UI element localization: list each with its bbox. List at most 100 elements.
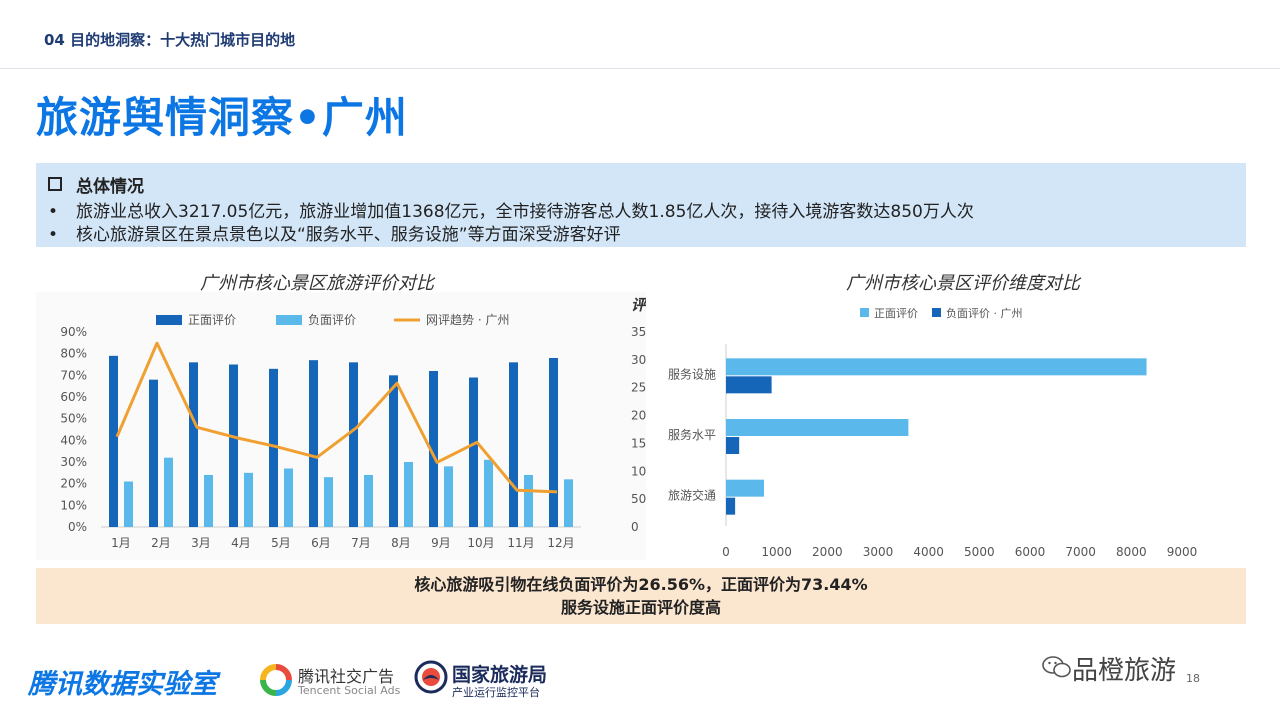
- y2-tick-label: 1000: [631, 464, 646, 478]
- monthly-review-chart: 0% 10% 20% 30% 40% 50% 60% 70% 80% 90% 0 500 1000 150…: [36, 292, 646, 560]
- y-tick-label: 80%: [60, 347, 87, 361]
- x-tick-label: 1月: [111, 536, 131, 550]
- y-tick-label: 60%: [60, 390, 87, 404]
- bar: [524, 475, 533, 527]
- legend-label: 正面评价: [874, 307, 918, 320]
- page-number: 18: [1186, 672, 1200, 685]
- bar: [109, 355, 118, 527]
- section-label: 04 目的地洞察：十大热门城市目的地: [44, 31, 296, 49]
- bar: [469, 377, 478, 527]
- legend-label: 正面评价: [188, 313, 236, 327]
- x-tick-label: 5000: [964, 545, 995, 559]
- legend-label: 网评趋势 · 广州: [426, 313, 509, 327]
- bar: [269, 368, 278, 527]
- bar: [229, 364, 238, 527]
- x-tick-label: 8000: [1116, 545, 1147, 559]
- x-tick-label: 4月: [231, 536, 251, 550]
- tencent-ads-subtitle: Tencent Social Ads: [298, 684, 401, 697]
- x-tick-label: 6000: [1015, 545, 1046, 559]
- bar: [284, 468, 293, 527]
- page-title: 旅游舆情洞察•广州: [36, 93, 408, 142]
- bar: [726, 376, 772, 394]
- x-tick-label: 7000: [1065, 545, 1096, 559]
- bar: [149, 379, 158, 527]
- category-label: 旅游交通: [668, 488, 716, 503]
- right-chart-title: 广州市核心景区评价维度对比: [846, 273, 1080, 294]
- summary-bullet-text: 旅游业总收入3217.05亿元，旅游业增加值1368亿元，全市接待游客总人数1.…: [76, 202, 974, 222]
- bar: [564, 479, 573, 527]
- bar: [244, 472, 253, 527]
- x-tick-label: 0: [722, 545, 730, 559]
- bar: [189, 362, 198, 527]
- y-tick-label: 90%: [60, 325, 87, 339]
- conclusion-panel: 核心旅游吸引物在线负面评价为26.56%，正面评价为73.44% 服务设施正面评…: [36, 568, 1246, 624]
- bar: [389, 375, 398, 527]
- bar: [444, 466, 453, 527]
- y2-tick-label: 0: [631, 520, 639, 534]
- tencent-ads-logo-icon: [260, 664, 292, 696]
- x-tick-label: 1000: [761, 545, 792, 559]
- bar: [726, 479, 764, 497]
- category-label: 服务设施: [668, 366, 716, 381]
- x-tick-label: 10月: [467, 536, 494, 550]
- x-tick-label: 2000: [812, 545, 843, 559]
- header-divider: [0, 68, 1280, 69]
- x-tick-label: 3月: [191, 536, 211, 550]
- tencent-ads-name: 腾讯社交广告: [298, 667, 395, 686]
- wechat-icon: [1042, 656, 1071, 678]
- legend-label: 负面评价 · 广州: [946, 306, 1023, 320]
- left-chart-title: 广州市核心景区旅游评价对比: [200, 273, 434, 294]
- bar: [164, 457, 173, 527]
- bar: [509, 362, 518, 527]
- bar: [726, 497, 736, 515]
- bar: [404, 462, 413, 527]
- bar: [429, 371, 438, 527]
- y-tick-label: 50%: [60, 412, 87, 426]
- wechat-account-name: 品橙旅游: [1072, 656, 1177, 686]
- y2-tick-label: 500: [631, 492, 646, 506]
- bar: [726, 358, 1147, 376]
- legend-swatch: [156, 315, 182, 325]
- footer: 腾讯数据实验室 腾讯社交广告 Tencent Social Ads 国家旅游局 …: [0, 650, 1280, 719]
- tourism-bureau-emblem-icon: [414, 660, 448, 694]
- bar: [726, 419, 909, 436]
- y2-tick-label: 2000: [631, 409, 646, 423]
- series-line: [115, 341, 558, 494]
- y-tick-label: 20%: [60, 477, 87, 491]
- bar: [309, 360, 318, 527]
- bullet-icon: •: [48, 225, 59, 245]
- x-tick-label: 3000: [863, 545, 894, 559]
- y-tick-label: 0%: [68, 520, 87, 534]
- bar: [349, 362, 358, 527]
- bar: [549, 358, 558, 527]
- x-tick-label: 9000: [1167, 545, 1198, 559]
- y-tick-label: 10%: [60, 498, 87, 512]
- legend-swatch: [276, 315, 302, 325]
- summary-bullet-text: 核心旅游景区在景点景色以及“服务水平、服务设施”等方面深受游客好评: [76, 225, 621, 245]
- checkbox-icon: [48, 177, 62, 191]
- y2-tick-label: 3500: [631, 325, 646, 339]
- x-tick-label: 12月: [547, 536, 574, 550]
- legend-swatch: [932, 308, 941, 317]
- x-tick-label: 7月: [351, 536, 371, 550]
- conclusion-line: 核心旅游吸引物在线负面评价为26.56%，正面评价为73.44%: [414, 575, 868, 594]
- y-tick-label: 70%: [60, 368, 87, 382]
- y2-tick-label: 3000: [631, 353, 646, 367]
- bar: [124, 481, 133, 527]
- y-tick-label: 30%: [60, 455, 87, 469]
- legend-label: 负面评价: [308, 313, 356, 327]
- y2-axis-label: 评论数: [631, 296, 646, 314]
- x-tick-label: 4000: [913, 545, 944, 559]
- x-tick-label: 8月: [391, 536, 411, 550]
- y2-tick-label: 2500: [631, 381, 646, 395]
- summary-heading: 总体情况: [48, 172, 144, 197]
- x-tick-label: 5月: [271, 536, 291, 550]
- tourism-bureau-subtitle: 产业运行监控平台: [452, 686, 540, 699]
- tourism-bureau-name: 国家旅游局: [452, 664, 548, 686]
- x-tick-label: 6月: [311, 536, 331, 550]
- x-tick-label: 11月: [507, 536, 534, 550]
- bullet-icon: •: [48, 202, 59, 222]
- summary-bullet: • 旅游业总收入3217.05亿元，旅游业增加值1368亿元，全市接待游客总人数1…: [48, 197, 974, 222]
- category-label: 服务水平: [668, 427, 716, 442]
